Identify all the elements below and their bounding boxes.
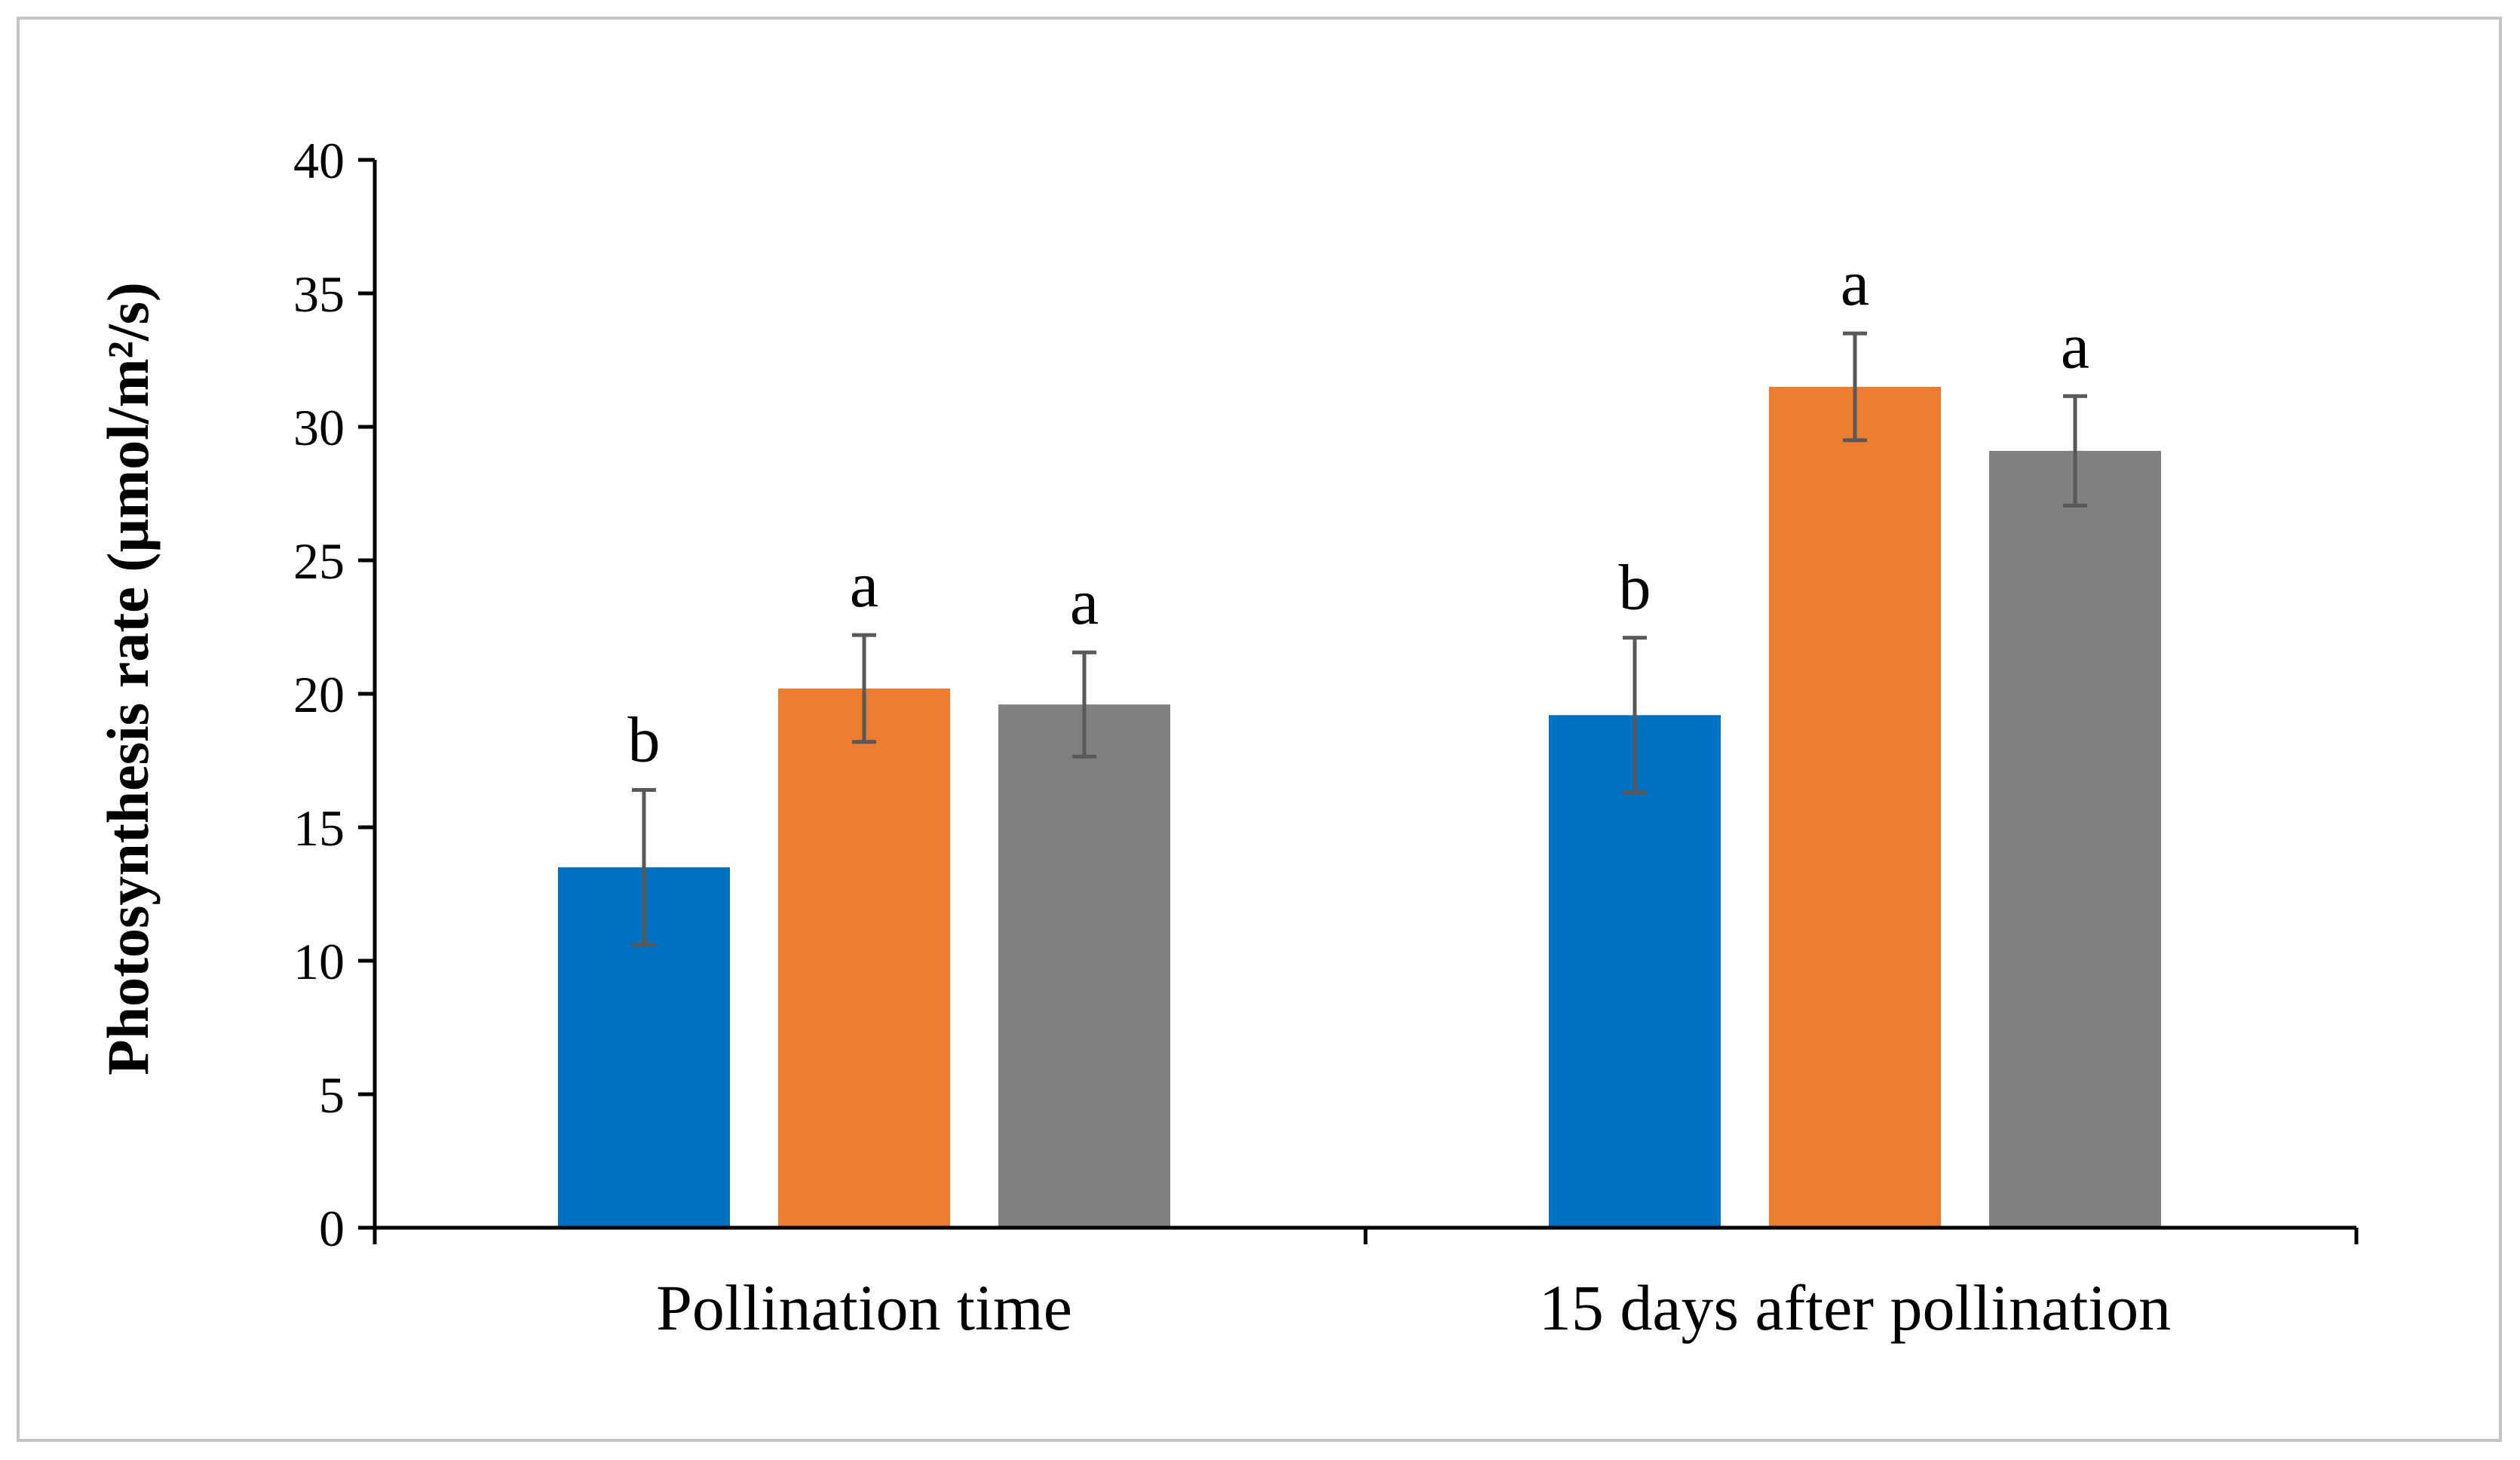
significance-label: b	[628, 703, 661, 775]
y-tick-label: 40	[293, 132, 345, 189]
bar-3-cat-2	[1989, 450, 2161, 1228]
y-tick-label: 30	[293, 399, 345, 456]
significance-label: b	[1619, 551, 1651, 624]
bar-2-cat-2	[1769, 386, 1941, 1228]
significance-label: a	[850, 548, 878, 621]
y-tick-label: 25	[293, 532, 345, 590]
bars-layer	[558, 386, 2161, 1228]
significance-label: a	[2061, 309, 2089, 382]
y-axis-title: Photosynthesis rate (µmol/m²/s)	[95, 282, 161, 1075]
y-tick-label: 20	[293, 666, 345, 723]
y-tick-label: 0	[319, 1200, 345, 1257]
x-category-label: Pollination time	[656, 1271, 1072, 1344]
bar-2-cat-1	[778, 688, 950, 1228]
y-tick-label: 15	[293, 799, 345, 857]
y-tick-label: 35	[293, 265, 345, 323]
bar-1-cat-2	[1549, 715, 1721, 1228]
error-bars-layer	[632, 331, 2087, 947]
y-ticks-layer: 0 5 10 15 20 25 30 35 40	[293, 132, 375, 1257]
significance-label: a	[1070, 566, 1099, 638]
y-tick-label: 10	[293, 933, 345, 990]
x-category-label: 15 days after pollination	[1539, 1271, 2171, 1344]
labels-layer: b a a Pollination time b a a 15 days after poll…	[628, 247, 2172, 1344]
bar-3-cat-1	[998, 704, 1170, 1228]
x-ticks-layer	[372, 1228, 2359, 1244]
significance-label: a	[1841, 247, 1869, 319]
y-tick-label: 5	[319, 1066, 345, 1124]
